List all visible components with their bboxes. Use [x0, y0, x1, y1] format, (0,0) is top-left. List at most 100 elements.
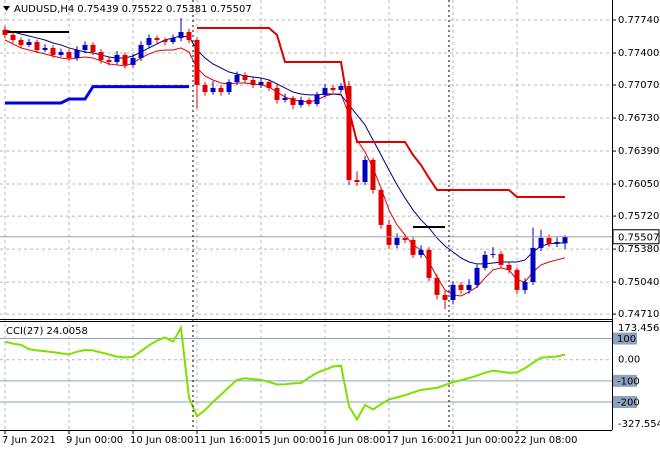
- candle-body: [90, 44, 96, 53]
- candle-body: [322, 87, 328, 95]
- level-label: 100: [617, 334, 636, 345]
- candle-body: [434, 277, 440, 295]
- candle-body: [290, 97, 296, 105]
- candle-body: [506, 264, 512, 270]
- candle-body: [394, 237, 400, 245]
- y-tick-label: 0.77070: [618, 80, 659, 91]
- y-tick-label: -327.5543: [618, 419, 660, 430]
- level-label: -200: [617, 398, 640, 409]
- candle-body: [482, 254, 488, 268]
- candle-body: [162, 39, 168, 43]
- candle-body: [546, 237, 552, 244]
- chart-header: AUDUSD,H4 0.75439 0.75522 0.75381 0.75507: [14, 4, 252, 15]
- candle-body: [474, 267, 480, 285]
- candle-body: [58, 52, 64, 55]
- candle-body: [498, 253, 504, 265]
- candle-body: [330, 87, 336, 90]
- x-tick-label: 7 Jun 2021: [2, 435, 56, 446]
- candle-body: [170, 37, 176, 43]
- x-tick-label: 21 Jun 00:00: [450, 435, 514, 446]
- cci-line: [4, 324, 566, 422]
- candle-body: [418, 249, 424, 255]
- candle-body: [338, 86, 344, 90]
- candle-body: [370, 159, 376, 190]
- candle-body: [402, 237, 408, 240]
- candle-body: [314, 94, 320, 104]
- candle-body: [538, 237, 544, 248]
- close-value: 0.75507: [210, 4, 251, 15]
- symbol: AUDUSD,H4: [14, 4, 74, 15]
- candle-body: [274, 87, 280, 100]
- indicator-line: [4, 29, 565, 265]
- candle-body: [490, 253, 496, 255]
- x-tick-label: 10 Jun 08:00: [130, 435, 194, 446]
- level-box: [613, 396, 637, 409]
- candle-body: [250, 79, 256, 85]
- candle-body: [378, 189, 384, 225]
- candle-body: [258, 82, 264, 85]
- candle-body: [154, 37, 160, 40]
- candle-body: [226, 82, 232, 93]
- indicator-line: [197, 26, 565, 198]
- candle-body: [74, 49, 80, 58]
- candle-body: [242, 74, 248, 80]
- candle-body: [2, 29, 8, 35]
- level-box: [613, 374, 637, 387]
- x-tick-label: 17 Jun 16:00: [386, 435, 450, 446]
- open-value: 0.75439: [77, 4, 118, 15]
- cci-title: CCI(27): [6, 326, 44, 337]
- candle-body: [146, 37, 152, 45]
- candle-body: [10, 34, 16, 40]
- candle-body: [66, 52, 72, 58]
- candle-body: [178, 32, 184, 38]
- candle-body: [562, 236, 568, 244]
- candle-body: [138, 44, 144, 58]
- candle-body: [210, 87, 216, 93]
- y-tick-label: 173.4567: [618, 323, 660, 334]
- candle-body: [362, 159, 368, 183]
- candle-body: [522, 281, 528, 290]
- level-label: -100: [617, 376, 640, 387]
- current-price-label: 0.75507: [618, 232, 659, 243]
- x-tick-label: 15 Jun 00:00: [258, 435, 322, 446]
- candle-body: [298, 99, 304, 105]
- candle-body: [442, 294, 448, 300]
- candle-body: [42, 47, 48, 50]
- y-tick-label: 0.75040: [618, 277, 659, 288]
- candle-body: [386, 224, 392, 245]
- y-tick-label: 0.74710: [618, 309, 659, 320]
- candle-body: [122, 54, 128, 65]
- low-value: 0.75381: [166, 4, 207, 15]
- candle-body: [530, 247, 536, 282]
- candle-body: [34, 42, 40, 50]
- x-tick-label: 9 Jun 00:00: [66, 435, 123, 446]
- candle-body: [458, 284, 464, 290]
- candle-body: [234, 74, 240, 83]
- candle-body: [114, 54, 120, 63]
- y-tick-label: 0.76390: [618, 146, 659, 157]
- y-tick-label: 0.75380: [618, 244, 659, 255]
- menu-icon[interactable]: [3, 6, 10, 11]
- candle-body: [514, 269, 520, 290]
- candle-body: [554, 241, 560, 244]
- cci-header: CCI(27) 24.0058: [6, 326, 88, 337]
- cci-value: 24.0058: [46, 326, 87, 337]
- candle-body: [18, 39, 24, 45]
- y-tick-label: 0.76050: [618, 179, 659, 190]
- candle-body: [218, 87, 224, 93]
- x-tick-label: 22 Jun 08:00: [514, 435, 578, 446]
- candle-body: [466, 284, 472, 290]
- y-tick-label: 0.77400: [618, 48, 659, 59]
- candle-body: [306, 99, 312, 104]
- y-tick-label: 0.00: [618, 355, 640, 366]
- y-tick-label: 0.76730: [618, 113, 659, 124]
- indicator-line: [5, 85, 189, 105]
- candle-body: [282, 97, 288, 100]
- candle-body: [50, 47, 56, 55]
- candle-body: [450, 284, 456, 300]
- candle-body: [194, 39, 200, 85]
- candle-body: [426, 249, 432, 278]
- candle-body: [202, 84, 208, 93]
